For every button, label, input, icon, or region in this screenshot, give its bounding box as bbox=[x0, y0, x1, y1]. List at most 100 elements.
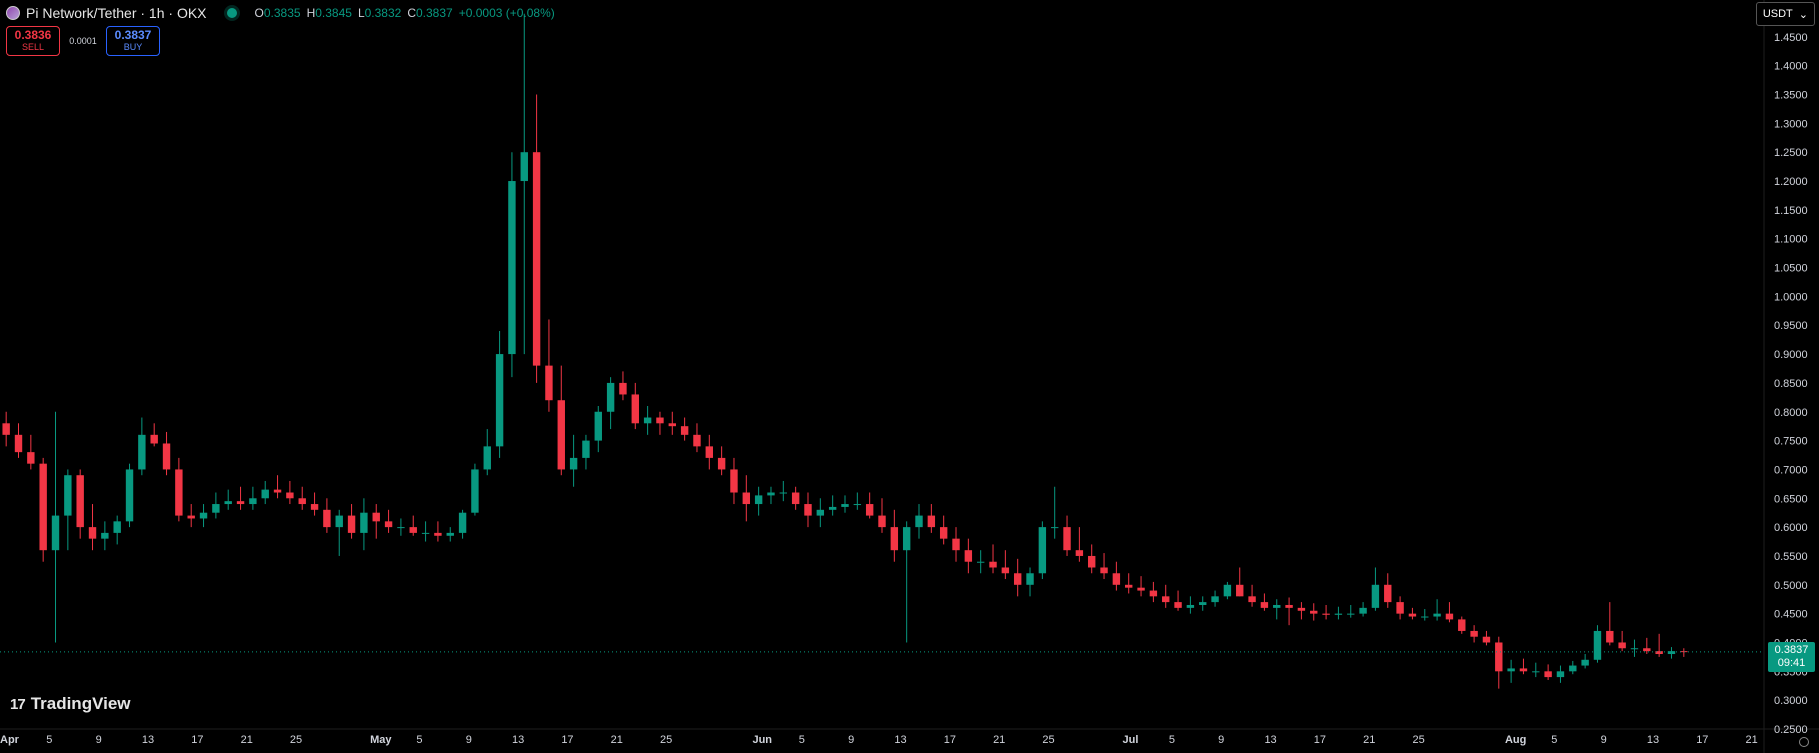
tradingview-logo[interactable]: 17 TradingView bbox=[10, 694, 131, 714]
candle-body bbox=[1569, 665, 1577, 672]
ohlc-values: O0.3835 H0.3845 L0.3832 C0.3837 +0.0003 … bbox=[255, 6, 555, 20]
candle-body bbox=[1458, 619, 1466, 631]
candle-body bbox=[397, 527, 405, 529]
price-tick-label: 1.1500 bbox=[1774, 205, 1808, 217]
candle-body bbox=[1199, 602, 1207, 605]
candle-body bbox=[1630, 648, 1639, 650]
price-tick-label: 1.0500 bbox=[1774, 263, 1808, 275]
price-tick-label: 0.9500 bbox=[1774, 320, 1808, 332]
price-tick-label: 0.6500 bbox=[1774, 493, 1808, 505]
candle-body bbox=[1038, 527, 1047, 574]
price-tick-label: 0.7500 bbox=[1774, 436, 1808, 448]
sell-button[interactable]: 0.3836 SELL bbox=[6, 26, 60, 56]
sell-label: SELL bbox=[21, 42, 45, 52]
candle-body bbox=[643, 417, 652, 424]
candle-body bbox=[1211, 596, 1219, 603]
time-tick-label: 13 bbox=[142, 734, 154, 746]
candle-body bbox=[1643, 648, 1651, 652]
candle-body bbox=[878, 515, 886, 528]
candle-body bbox=[582, 440, 590, 458]
price-tick-label: 0.8000 bbox=[1774, 407, 1808, 419]
candle-body bbox=[2, 423, 10, 435]
time-tick-label: 17 bbox=[1696, 734, 1708, 746]
candle-body bbox=[88, 527, 97, 539]
candle-body bbox=[101, 532, 109, 539]
candle-body bbox=[1186, 604, 1195, 608]
time-tick-label: 21 bbox=[993, 734, 1005, 746]
candle-body bbox=[767, 492, 775, 496]
time-tick-label: 13 bbox=[1647, 734, 1659, 746]
price-tick-label: 1.2000 bbox=[1774, 176, 1808, 188]
candle-body bbox=[680, 426, 689, 435]
time-tick-label: 5 bbox=[799, 734, 805, 746]
candle-body bbox=[1359, 607, 1367, 614]
candle-body bbox=[631, 394, 639, 424]
candle-body bbox=[1236, 584, 1244, 597]
settings-icon[interactable] bbox=[1799, 737, 1809, 747]
candle-body bbox=[310, 504, 319, 510]
price-axis[interactable]: 0.25000.30000.35000.40000.45000.50000.55… bbox=[1774, 32, 1808, 736]
candle-body bbox=[138, 434, 146, 470]
high-key: H bbox=[306, 6, 316, 20]
candle-body bbox=[1556, 671, 1565, 678]
buy-button[interactable]: 0.3837 BUY bbox=[106, 26, 160, 56]
candle-body bbox=[1532, 671, 1540, 673]
time-axis[interactable]: Apr 5 9 13 17 21 25 May 5 9 13 17 21 25 Jun 5 9 13 17 21 25 J… bbox=[0, 734, 1758, 746]
candle-body bbox=[964, 550, 973, 562]
candle-body bbox=[1421, 616, 1429, 618]
close-key: C bbox=[407, 6, 416, 20]
chevron-down-icon: ⌄ bbox=[1798, 8, 1808, 21]
time-tick-label: Apr bbox=[0, 734, 20, 746]
candle-body bbox=[1347, 613, 1355, 615]
candle-body bbox=[730, 469, 738, 493]
pi-network-icon bbox=[6, 6, 20, 20]
candle-body bbox=[1162, 596, 1170, 603]
candle-body bbox=[1581, 659, 1589, 666]
time-tick-label: 13 bbox=[1264, 734, 1276, 746]
buy-label: BUY bbox=[123, 42, 143, 52]
bar-countdown: 09:41 bbox=[1777, 657, 1806, 669]
market-open-icon bbox=[226, 8, 237, 18]
candle-body bbox=[1013, 573, 1022, 585]
candle-body bbox=[1371, 584, 1380, 608]
symbol-title[interactable]: Pi Network/Tether · 1h · OKX bbox=[26, 5, 207, 21]
currency-label: USDT bbox=[1762, 8, 1793, 20]
price-tick-label: 0.3000 bbox=[1774, 695, 1808, 707]
candle-body bbox=[187, 515, 195, 519]
candle-body bbox=[1063, 527, 1071, 551]
candle-body bbox=[483, 446, 491, 470]
price-tick-label: 0.9000 bbox=[1774, 349, 1808, 361]
last-price-label: 0.3837 09:41 bbox=[1768, 642, 1815, 672]
time-tick-label: 25 bbox=[1042, 734, 1054, 746]
candle-body bbox=[224, 501, 232, 505]
candle-body bbox=[1544, 671, 1552, 678]
time-tick-label: 21 bbox=[241, 734, 253, 746]
open-key: O bbox=[254, 6, 264, 20]
candle-body bbox=[1680, 651, 1688, 653]
time-tick-label: 13 bbox=[894, 734, 906, 746]
open-value: 0.3835 bbox=[263, 6, 301, 20]
candle-body bbox=[693, 434, 701, 447]
candle-body bbox=[298, 498, 306, 505]
candle-body bbox=[471, 469, 479, 513]
buy-price: 0.3837 bbox=[114, 28, 152, 42]
price-tick-label: 0.7000 bbox=[1774, 464, 1808, 476]
time-tick-label: 9 bbox=[96, 734, 102, 746]
low-value: 0.3832 bbox=[364, 6, 402, 20]
candle-body bbox=[717, 457, 726, 470]
candle-body bbox=[705, 446, 714, 458]
candle-body bbox=[865, 504, 874, 516]
time-tick-label: 17 bbox=[561, 734, 573, 746]
candle-body bbox=[1408, 613, 1417, 617]
time-tick-label: Aug bbox=[1505, 734, 1526, 746]
candle-body bbox=[976, 561, 985, 563]
candle-body bbox=[64, 475, 72, 516]
time-tick-label: 21 bbox=[1363, 734, 1375, 746]
candle-body bbox=[409, 527, 417, 533]
price-tick-label: 0.5000 bbox=[1774, 580, 1808, 592]
candle-body bbox=[742, 492, 751, 505]
candle-body bbox=[545, 365, 553, 401]
currency-selector[interactable]: USDT ⌄ bbox=[1755, 2, 1815, 26]
candle-body bbox=[1655, 651, 1663, 655]
